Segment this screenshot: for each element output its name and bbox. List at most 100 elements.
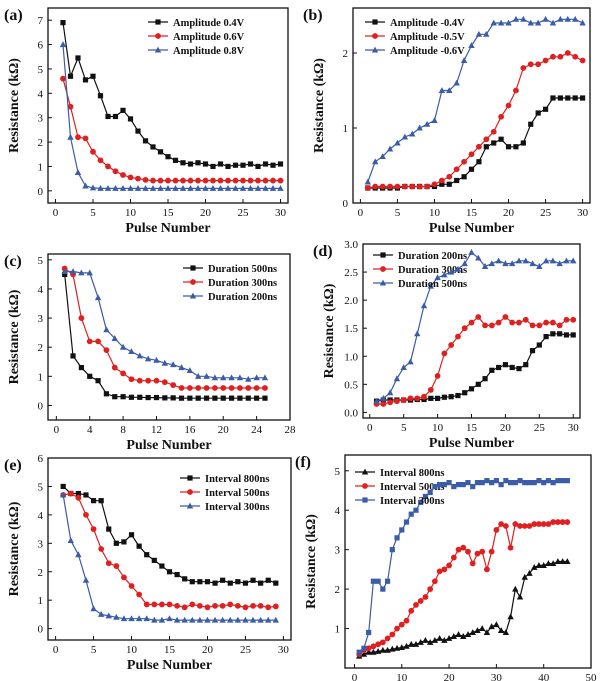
data-point [82, 77, 89, 83]
data-point [427, 489, 433, 496]
x-tick-label: 8 [120, 424, 126, 436]
data-point [194, 184, 202, 191]
x-tick-label: 15 [466, 207, 478, 219]
legend-entry: Duration 300ns [183, 278, 277, 289]
legend-label: Amplitude -0.4V [390, 18, 465, 29]
data-point [536, 322, 543, 329]
y-tick-label: 1 [38, 371, 44, 383]
data-point [474, 627, 481, 634]
data-point [434, 395, 441, 401]
data-point [120, 394, 126, 400]
data-point [365, 648, 372, 655]
data-point [531, 480, 537, 486]
x-axis-label: Pulse Number [126, 438, 211, 453]
data-point [150, 144, 156, 150]
data-point [219, 602, 226, 609]
data-point [245, 375, 252, 382]
legend-entry: Amplitude -0.6V [365, 46, 465, 57]
data-point [135, 175, 141, 182]
data-point [479, 480, 485, 486]
data-point [482, 322, 488, 329]
data-point [512, 480, 518, 486]
data-point [128, 394, 135, 400]
data-point [455, 392, 461, 399]
panel-label: (a) [4, 7, 23, 24]
data-point [488, 322, 495, 329]
data-point [394, 535, 400, 541]
data-point [187, 184, 194, 191]
data-point [483, 629, 491, 635]
panel-label: (b) [303, 7, 323, 24]
data-point [507, 480, 514, 486]
data-point [379, 639, 386, 646]
data-point [98, 546, 105, 552]
data-point [219, 616, 226, 623]
data-point [455, 631, 462, 637]
x-tick-label: 20 [200, 207, 212, 219]
series-3 [356, 478, 570, 655]
data-point [436, 568, 443, 575]
data-point [179, 184, 187, 191]
data-point [142, 176, 149, 183]
data-point [161, 379, 168, 386]
data-point [142, 138, 149, 144]
data-point [398, 621, 405, 628]
data-point [170, 395, 176, 401]
series-2 [373, 314, 577, 407]
x-tick-label: 0 [54, 424, 60, 436]
legend-label: Duration 500ns [398, 279, 467, 290]
data-point [409, 130, 416, 137]
data-point [476, 143, 482, 150]
data-point [550, 95, 556, 101]
data-point [441, 394, 447, 400]
data-point [417, 638, 424, 645]
data-point [523, 362, 529, 368]
data-point [128, 532, 135, 538]
data-point [94, 294, 102, 301]
data-point [78, 315, 85, 321]
data-point [232, 177, 239, 184]
y-tick-label: 3 [38, 313, 44, 325]
data-point [265, 604, 272, 611]
data-point [113, 613, 120, 620]
data-point [121, 574, 127, 581]
data-point [97, 184, 104, 191]
data-point [189, 601, 196, 608]
data-point [121, 539, 127, 545]
data-point [522, 316, 529, 323]
data-point [475, 381, 481, 387]
data-point [565, 95, 571, 101]
data-point [75, 490, 81, 497]
data-point [541, 480, 547, 486]
y-tick-label: 6 [38, 453, 44, 465]
data-point [112, 394, 118, 400]
legend-entry: Interval 300ns [180, 502, 269, 513]
data-point [375, 578, 381, 584]
data-point [59, 41, 67, 48]
data-point [490, 128, 497, 135]
data-point [220, 395, 226, 401]
data-point [70, 353, 76, 359]
data-point [526, 480, 533, 486]
data-point [516, 593, 524, 600]
series-line [367, 18, 583, 183]
legend-label: Amplitude -0.5V [390, 32, 465, 43]
data-point [431, 181, 438, 188]
data-point [408, 511, 414, 517]
data-point [550, 331, 556, 337]
data-point [460, 633, 467, 639]
data-point [427, 387, 434, 393]
data-point [113, 563, 120, 569]
data-point [389, 645, 396, 652]
data-point [418, 499, 424, 505]
data-point [145, 394, 151, 401]
data-point [151, 557, 157, 563]
data-point [217, 177, 224, 184]
y-tick-label: 1.5 [344, 323, 358, 335]
legend-entry: Duration 200ns [183, 292, 277, 303]
data-point [224, 184, 232, 191]
data-point [454, 265, 462, 272]
series-line [358, 560, 568, 657]
legend-entry: Amplitude -0.5V [365, 32, 465, 43]
